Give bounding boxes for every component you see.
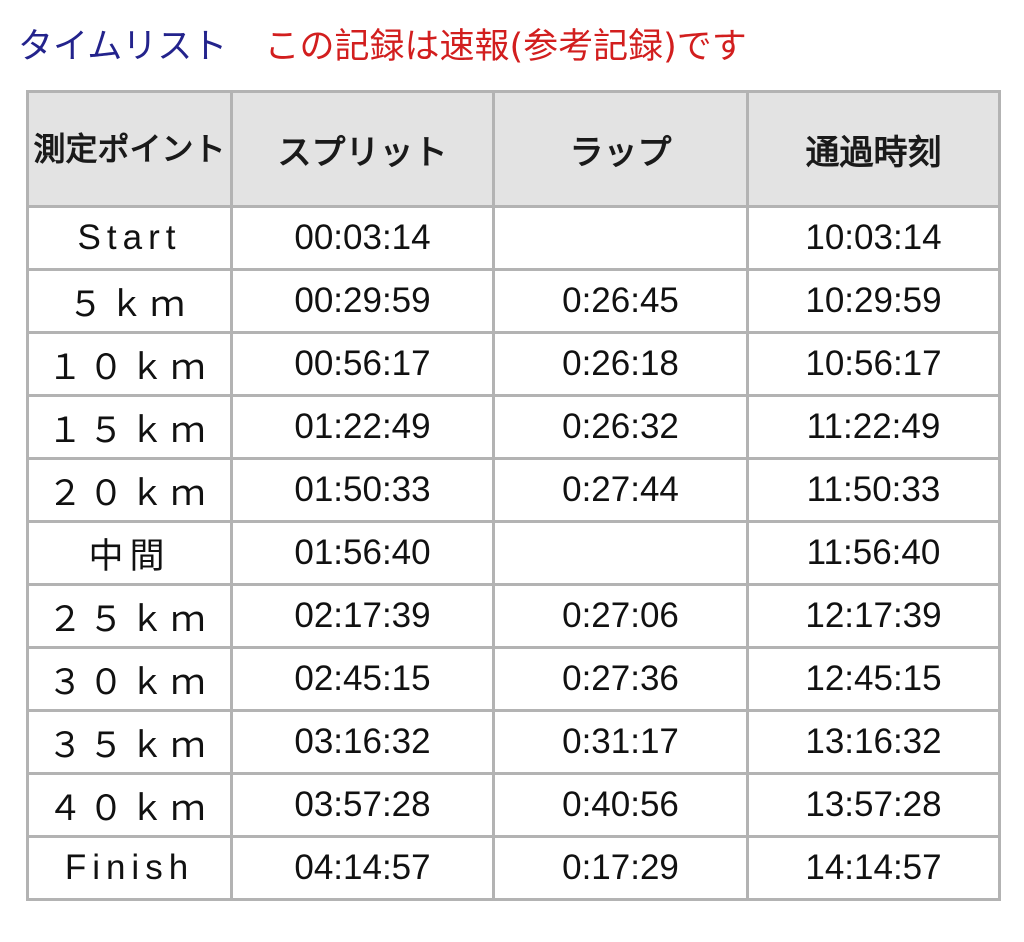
passing-time-cell: 13:16:32 — [746, 709, 1001, 775]
header-split: スプリット — [230, 90, 495, 208]
point-cell: ２５ｋｍ — [26, 583, 233, 649]
preliminary-notice: この記録は速報(参考記録)です — [264, 27, 747, 67]
point-cell: ２０ｋｍ — [26, 457, 233, 523]
point-cell: ５ｋｍ — [26, 268, 233, 334]
passing-time-cell: 12:17:39 — [746, 583, 1001, 649]
point-cell: ３０ｋｍ — [26, 646, 233, 712]
split-cell: 02:17:39 — [230, 583, 495, 649]
split-cell: 00:56:17 — [230, 331, 495, 397]
passing-time-cell: 12:45:15 — [746, 646, 1001, 712]
split-cell: 00:03:14 — [230, 205, 495, 271]
table-row: ３５ｋｍ 03:16:32 0:31:17 13:16:32 — [26, 709, 1001, 775]
split-cell: 01:56:40 — [230, 520, 495, 586]
header-passing-time: 通過時刻 — [746, 90, 1001, 208]
header-lap: ラップ — [492, 90, 749, 208]
split-cell: 04:14:57 — [230, 835, 495, 901]
split-cell: 03:57:28 — [230, 772, 495, 838]
page-heading: タイムリスト この記録は速報(参考記録)です — [18, 22, 747, 72]
point-cell: １５ｋｍ — [26, 394, 233, 460]
table-row: ３０ｋｍ 02:45:15 0:27:36 12:45:15 — [26, 646, 1001, 712]
table-row: １５ｋｍ 01:22:49 0:26:32 11:22:49 — [26, 394, 1001, 460]
point-cell: ３５ｋｍ — [26, 709, 233, 775]
table-row: ２５ｋｍ 02:17:39 0:27:06 12:17:39 — [26, 583, 1001, 649]
split-cell: 02:45:15 — [230, 646, 495, 712]
split-cell: 01:50:33 — [230, 457, 495, 523]
passing-time-cell: 11:50:33 — [746, 457, 1001, 523]
point-cell: Start — [26, 205, 233, 271]
lap-cell: 0:26:45 — [492, 268, 749, 334]
point-cell: 中間 — [26, 520, 233, 586]
lap-cell: 0:17:29 — [492, 835, 749, 901]
passing-time-cell: 10:29:59 — [746, 268, 1001, 334]
lap-cell: 0:26:18 — [492, 331, 749, 397]
lap-cell: 0:27:06 — [492, 583, 749, 649]
passing-time-cell: 14:14:57 — [746, 835, 1001, 901]
header-measurement-point: 測定ポイント — [26, 90, 233, 208]
passing-time-cell: 11:56:40 — [746, 520, 1001, 586]
lap-cell: 0:27:44 — [492, 457, 749, 523]
passing-time-cell: 11:22:49 — [746, 394, 1001, 460]
lap-cell — [492, 520, 749, 586]
point-cell: Finish — [26, 835, 233, 901]
table-row: 中間 01:56:40 11:56:40 — [26, 520, 1001, 586]
table-row: Start 00:03:14 10:03:14 — [26, 205, 1001, 271]
table-row: ４０ｋｍ 03:57:28 0:40:56 13:57:28 — [26, 772, 1001, 838]
lap-cell — [492, 205, 749, 271]
passing-time-cell: 10:03:14 — [746, 205, 1001, 271]
page-title: タイムリスト — [18, 27, 228, 67]
table-row: ５ｋｍ 00:29:59 0:26:45 10:29:59 — [26, 268, 1001, 334]
time-list-table: 測定ポイント スプリット ラップ 通過時刻 Start 00:03:14 10:… — [26, 90, 1001, 901]
lap-cell: 0:26:32 — [492, 394, 749, 460]
table-header-row: 測定ポイント スプリット ラップ 通過時刻 — [26, 90, 1001, 208]
table-row: １０ｋｍ 00:56:17 0:26:18 10:56:17 — [26, 331, 1001, 397]
table-row: Finish 04:14:57 0:17:29 14:14:57 — [26, 835, 1001, 901]
passing-time-cell: 13:57:28 — [746, 772, 1001, 838]
table-row: ２０ｋｍ 01:50:33 0:27:44 11:50:33 — [26, 457, 1001, 523]
point-cell: １０ｋｍ — [26, 331, 233, 397]
split-cell: 01:22:49 — [230, 394, 495, 460]
lap-cell: 0:40:56 — [492, 772, 749, 838]
lap-cell: 0:27:36 — [492, 646, 749, 712]
point-cell: ４０ｋｍ — [26, 772, 233, 838]
lap-cell: 0:31:17 — [492, 709, 749, 775]
split-cell: 00:29:59 — [230, 268, 495, 334]
passing-time-cell: 10:56:17 — [746, 331, 1001, 397]
split-cell: 03:16:32 — [230, 709, 495, 775]
